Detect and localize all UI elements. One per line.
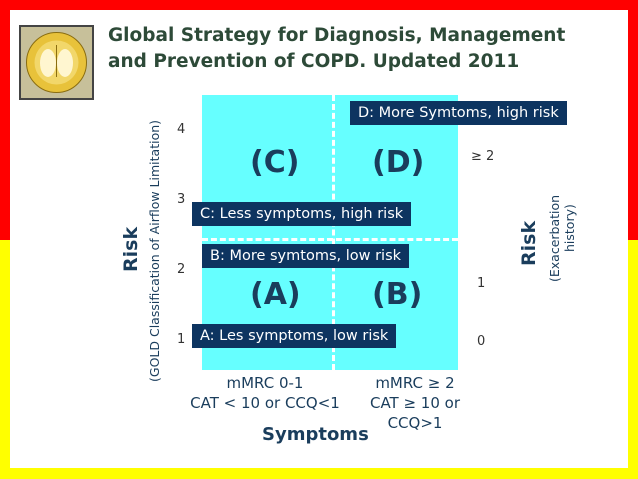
vertical-divider — [332, 95, 335, 370]
right-axis-subtitle-2: history) — [562, 204, 577, 252]
x-col-2-line-1: mMRC ≥ 2 — [375, 374, 455, 392]
x-col-1: mMRC 0-1 CAT < 10 or CCQ<1 — [170, 373, 360, 413]
left-tick-1: 1 — [177, 332, 186, 347]
left-axis-title: Risk — [120, 226, 142, 272]
quadrant-b: (B) — [372, 277, 423, 312]
x-col-1-line-1: mMRC 0-1 — [226, 374, 304, 392]
left-tick-3: 3 — [177, 192, 186, 207]
right-axis-subtitle-1: (Exacerbation — [547, 194, 562, 282]
x-col-2: mMRC ≥ 2 CAT ≥ 10 or CCQ>1 — [360, 373, 470, 433]
left-tick-2: 2 — [177, 262, 186, 277]
horizontal-divider — [202, 238, 458, 241]
right-tick-2plus: ≥ 2 — [471, 149, 495, 164]
x-axis-title: Symptoms — [262, 424, 369, 445]
label-c: C: Less symptoms, high risk — [192, 202, 412, 226]
x-col-2-line-3: CCQ>1 — [387, 414, 443, 432]
right-tick-0: 0 — [477, 334, 486, 349]
title-line-1: Global Strategy for Diagnosis, Managemen… — [108, 25, 566, 46]
lungs-logo-icon — [26, 32, 87, 93]
left-tick-4: 4 — [177, 122, 186, 137]
slide: Global Strategy for Diagnosis, Managemen… — [10, 10, 628, 468]
label-d: D: More Symtoms, high risk — [350, 101, 567, 125]
quadrant-d: (D) — [372, 145, 425, 180]
title-line-2: and Prevention of COPD. Updated 2011 — [108, 51, 520, 72]
label-a: A: Les symptoms, low risk — [192, 324, 397, 348]
right-tick-1: 1 — [477, 276, 486, 291]
gold-logo — [19, 25, 94, 100]
risk-symptom-grid: (C) (D) (A) (B) — [202, 95, 458, 370]
quadrant-a: (A) — [250, 277, 301, 312]
left-axis-subtitle: (GOLD Classification of Airflow Limitati… — [147, 119, 162, 382]
x-col-2-line-2: CAT ≥ 10 or — [369, 394, 461, 412]
slide-title: Global Strategy for Diagnosis, Managemen… — [108, 23, 565, 75]
x-col-1-line-2: CAT < 10 or CCQ<1 — [190, 394, 340, 412]
quadrant-c: (C) — [250, 145, 300, 180]
label-b: B: More symtoms, low risk — [202, 244, 410, 268]
right-axis-title: Risk — [518, 220, 540, 266]
